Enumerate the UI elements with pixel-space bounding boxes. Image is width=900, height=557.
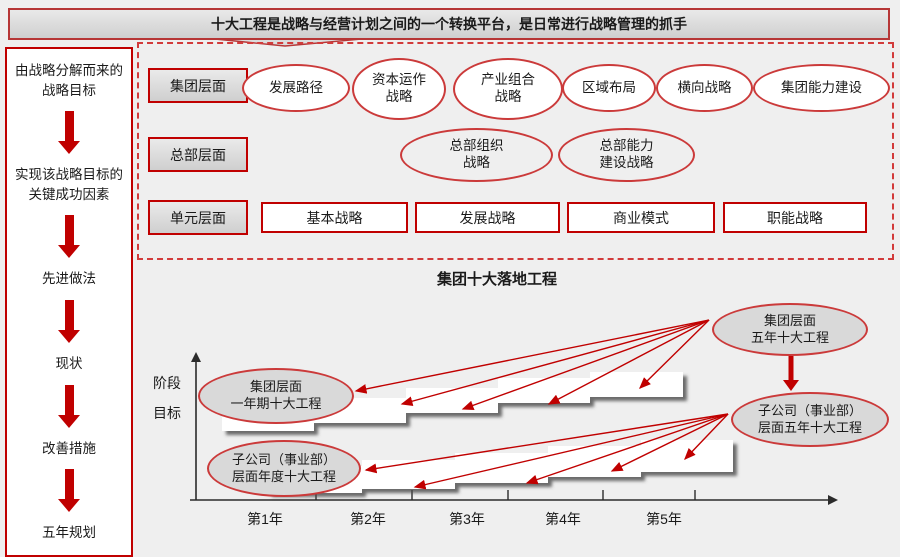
- down-arrow-icon: [57, 384, 80, 428]
- ellipse-text: 总部组织: [449, 138, 504, 154]
- level-label-headquarters-text: 总部层面: [170, 146, 226, 163]
- unit-rect-text: 商业模式: [613, 209, 669, 226]
- callout-text: 一年期十大工程: [230, 396, 322, 411]
- down-arrow-icon: [57, 215, 80, 259]
- arrow-group-fan-3: [461, 319, 710, 411]
- ellipse-text: 横向战略: [677, 79, 732, 95]
- callout-group-five-year-projects: 集团层面 五年十大工程: [712, 303, 868, 356]
- callout-text: 子公司（事业部）: [757, 402, 862, 418]
- y-axis-label-line2: 目标: [153, 405, 181, 421]
- unit-strategy-business-model: 商业模式: [567, 202, 715, 233]
- arrow-subsidiary-fan-1: [364, 413, 729, 474]
- strategy-ellipse-development-path: 发展路径: [242, 64, 350, 112]
- ellipse-text: 总部能力: [599, 138, 654, 154]
- x-tick-label-year4: 第4年: [545, 511, 581, 527]
- level-label-unit: 单元层面: [148, 200, 248, 235]
- strategy-ellipse-capital-operation: 资本运作 战略: [352, 58, 446, 120]
- callout-text: 层面年度十大工程: [231, 468, 336, 484]
- strategy-diagram: 十大工程是战略与经营计划之间的一个转换平台，是日常进行战略管理的抓手 由战略分解…: [5, 8, 894, 557]
- level-label-headquarters: 总部层面: [148, 137, 248, 172]
- unit-rect-text: 发展战略: [459, 209, 516, 226]
- stair-step-group-5: [590, 372, 683, 397]
- title-banner-text: 十大工程是战略与经营计划之间的一个转换平台，是日常进行战略管理的抓手: [211, 16, 687, 32]
- process-step-6: 五年规划: [42, 525, 96, 541]
- process-step-1: 由战略分解而来的战略目标: [15, 63, 123, 98]
- arrow-group-fan-2: [400, 319, 710, 406]
- x-tick-label-year5: 第5年: [646, 511, 682, 527]
- arrow-subsidiary-fan-5: [684, 413, 729, 461]
- stair-step-subsidiary-5: [641, 440, 733, 472]
- y-axis-label-line1: 阶段: [153, 375, 181, 391]
- process-step-3: 先进做法: [42, 271, 96, 287]
- process-step-2: 实现该战略目标的关键成功因素: [15, 167, 123, 202]
- y-axis-label: 阶段 目标: [146, 368, 188, 428]
- level-label-unit-text: 单元层面: [170, 209, 226, 226]
- down-arrow-icon: [57, 300, 80, 344]
- x-tick-label-year3: 第3年: [449, 511, 485, 527]
- unit-rect-text: 职能战略: [767, 209, 823, 226]
- unit-strategy-functional: 职能战略: [723, 202, 867, 233]
- callout-text: 五年十大工程: [750, 329, 829, 345]
- x-tick-label-year2: 第2年: [350, 511, 386, 527]
- arrow-group-fan-4: [547, 319, 710, 405]
- stair-step-subsidiary-4: [548, 446, 641, 477]
- arrow-group-fan-5: [639, 319, 710, 389]
- arrow-subsidiary-fan-3: [525, 413, 729, 485]
- strategy-ellipse-group-capability: 集团能力建设: [753, 64, 890, 112]
- ellipse-text: 战略: [385, 89, 413, 104]
- callout-subsidiary-annual-projects: 子公司（事业部） 层面年度十大工程: [207, 440, 361, 497]
- strategy-ellipse-hq-capability: 总部能力 建设战略: [558, 128, 695, 182]
- ellipse-text: 资本运作: [372, 72, 426, 88]
- ellipse-text: 产业组合: [481, 72, 535, 88]
- strategy-ellipse-industry-portfolio: 产业组合 战略: [453, 58, 563, 120]
- strategy-ellipse-horizontal-strategy: 横向战略: [656, 64, 753, 112]
- title-banner: 十大工程是战略与经营计划之间的一个转换平台，是日常进行战略管理的抓手: [8, 8, 890, 40]
- down-arrow-icon: [57, 111, 80, 155]
- process-step-5: 改善措施: [42, 440, 96, 456]
- ellipse-text: 战略: [463, 155, 490, 170]
- stair-step-subsidiary-2: [362, 460, 455, 489]
- strategy-matrix-box: [137, 42, 894, 260]
- x-tick-label-year1: 第1年: [247, 511, 283, 527]
- unit-strategy-basic: 基本战略: [261, 202, 408, 233]
- callout-subsidiary-five-year-projects: 子公司（事业部） 层面五年十大工程: [731, 392, 889, 447]
- callout-text: 层面五年十大工程: [757, 419, 862, 435]
- ellipse-text: 区域布局: [582, 79, 636, 95]
- ellipse-text: 发展路径: [269, 79, 323, 95]
- callout-text: 集团层面: [249, 379, 302, 395]
- ellipse-text: 战略: [494, 89, 522, 104]
- callout-text: 子公司（事业部）: [231, 451, 336, 467]
- strategy-process-sidebar: 由战略分解而来的战略目标 实现该战略目标的关键成功因素 先进做法 现状 改善措施…: [5, 47, 133, 557]
- callout-group-annual-projects: 集团层面 一年期十大工程: [198, 368, 354, 424]
- arrow-subsidiary-fan-4: [610, 413, 729, 472]
- level-label-group: 集团层面: [148, 68, 248, 103]
- group-to-subsidiary-arrowhead: [783, 380, 799, 391]
- level-label-group-text: 集团层面: [170, 77, 226, 94]
- arrow-subsidiary-fan-2: [413, 413, 729, 490]
- callout-text: 集团层面: [763, 312, 816, 328]
- down-arrow-icon: [57, 469, 80, 513]
- y-axis-arrow: [191, 352, 201, 362]
- x-axis-arrow: [828, 495, 838, 505]
- stair-step-group-3: [406, 388, 498, 413]
- unit-rect-text: 基本战略: [306, 209, 363, 226]
- strategy-ellipse-regional-layout: 区域布局: [562, 64, 656, 112]
- arrow-group-fan-1: [354, 319, 710, 394]
- unit-strategy-development: 发展战略: [415, 202, 560, 233]
- process-step-4: 现状: [55, 356, 83, 372]
- chart-title: 集团十大落地工程: [436, 271, 557, 288]
- stair-step-subsidiary-3: [455, 453, 548, 483]
- ellipse-text: 建设战略: [599, 155, 654, 170]
- strategy-ellipse-hq-organization: 总部组织 战略: [400, 128, 553, 182]
- stair-step-group-4: [498, 378, 590, 403]
- ellipse-text: 集团能力建设: [781, 79, 862, 95]
